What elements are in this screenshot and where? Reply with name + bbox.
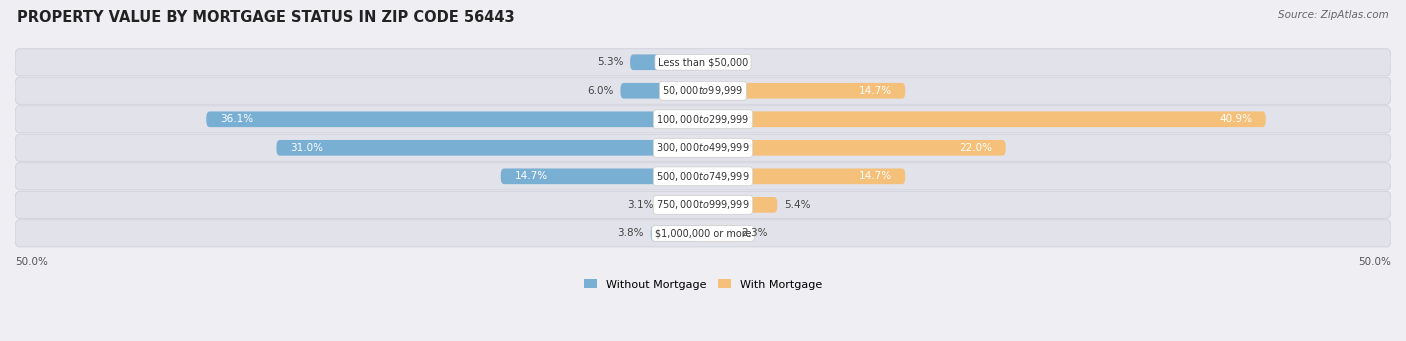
- FancyBboxPatch shape: [620, 83, 703, 99]
- Text: 3.1%: 3.1%: [627, 200, 654, 210]
- Text: 50.0%: 50.0%: [1358, 257, 1391, 267]
- FancyBboxPatch shape: [703, 83, 905, 99]
- FancyBboxPatch shape: [703, 140, 1005, 155]
- FancyBboxPatch shape: [703, 112, 1265, 127]
- Text: 50.0%: 50.0%: [15, 257, 48, 267]
- Text: $300,000 to $499,999: $300,000 to $499,999: [657, 141, 749, 154]
- Text: 6.0%: 6.0%: [588, 86, 613, 96]
- Text: 2.3%: 2.3%: [741, 228, 768, 238]
- Text: 22.0%: 22.0%: [959, 143, 993, 153]
- FancyBboxPatch shape: [703, 225, 735, 241]
- Text: 3.8%: 3.8%: [617, 228, 644, 238]
- Text: 31.0%: 31.0%: [290, 143, 323, 153]
- Text: $1,000,000 or more: $1,000,000 or more: [655, 228, 751, 238]
- Text: Source: ZipAtlas.com: Source: ZipAtlas.com: [1278, 10, 1389, 20]
- FancyBboxPatch shape: [15, 49, 1391, 76]
- FancyBboxPatch shape: [15, 163, 1391, 190]
- Text: $100,000 to $299,999: $100,000 to $299,999: [657, 113, 749, 126]
- Legend: Without Mortgage, With Mortgage: Without Mortgage, With Mortgage: [579, 275, 827, 294]
- FancyBboxPatch shape: [15, 220, 1391, 247]
- Text: Less than $50,000: Less than $50,000: [658, 57, 748, 67]
- FancyBboxPatch shape: [501, 168, 703, 184]
- Text: 14.7%: 14.7%: [859, 86, 891, 96]
- FancyBboxPatch shape: [630, 55, 703, 70]
- FancyBboxPatch shape: [703, 197, 778, 213]
- FancyBboxPatch shape: [15, 134, 1391, 161]
- Text: 5.4%: 5.4%: [785, 200, 811, 210]
- Text: PROPERTY VALUE BY MORTGAGE STATUS IN ZIP CODE 56443: PROPERTY VALUE BY MORTGAGE STATUS IN ZIP…: [17, 10, 515, 25]
- FancyBboxPatch shape: [661, 197, 703, 213]
- Text: 40.9%: 40.9%: [1219, 114, 1251, 124]
- Text: $750,000 to $999,999: $750,000 to $999,999: [657, 198, 749, 211]
- Text: $50,000 to $99,999: $50,000 to $99,999: [662, 84, 744, 97]
- Text: 36.1%: 36.1%: [219, 114, 253, 124]
- FancyBboxPatch shape: [15, 191, 1391, 218]
- FancyBboxPatch shape: [651, 225, 703, 241]
- Text: 14.7%: 14.7%: [515, 171, 547, 181]
- FancyBboxPatch shape: [703, 168, 905, 184]
- Text: 14.7%: 14.7%: [859, 171, 891, 181]
- FancyBboxPatch shape: [277, 140, 703, 155]
- FancyBboxPatch shape: [207, 112, 703, 127]
- Text: $500,000 to $749,999: $500,000 to $749,999: [657, 170, 749, 183]
- FancyBboxPatch shape: [15, 106, 1391, 133]
- Text: 5.3%: 5.3%: [596, 57, 623, 67]
- FancyBboxPatch shape: [15, 77, 1391, 104]
